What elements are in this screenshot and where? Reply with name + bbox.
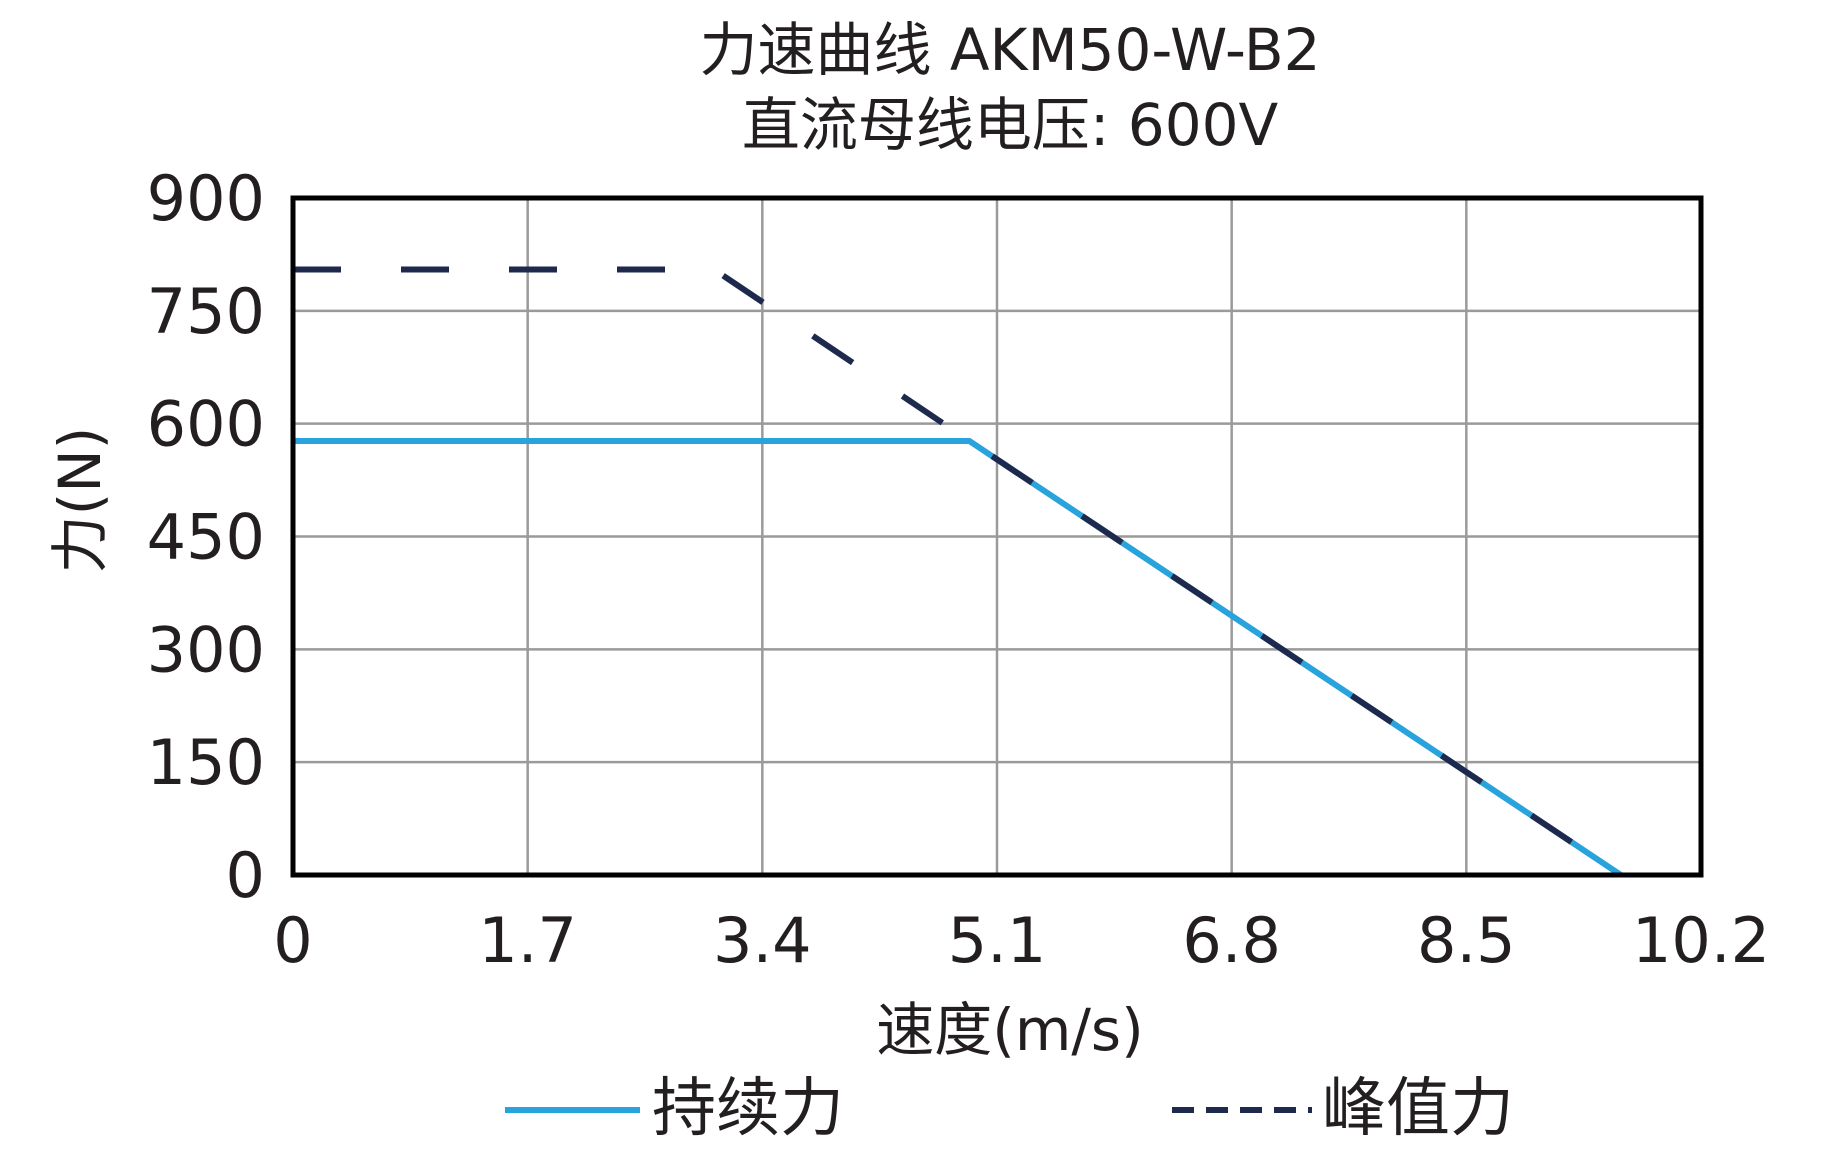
x-axis-label: 速度(m/s) <box>876 996 1144 1064</box>
y-tick-label: 450 <box>147 501 265 574</box>
y-tick-label: 0 <box>226 839 265 912</box>
x-tick-label: 0 <box>273 904 312 977</box>
grid-lines <box>291 196 1703 877</box>
x-tick-label: 6.8 <box>1182 904 1281 977</box>
series-layer <box>293 266 1623 878</box>
chart-title: 力速曲线 AKM50-W-B2 <box>699 16 1320 84</box>
legend-label-continuous: 持续力 <box>652 1072 844 1146</box>
x-tick-label: 10.2 <box>1632 904 1770 977</box>
x-tick-labels: 0 1.7 3.4 5.1 6.8 8.5 10.2 <box>273 904 1770 977</box>
y-axis-label: 力(N) <box>46 427 114 574</box>
x-tick-label: 3.4 <box>713 904 812 977</box>
x-tick-label: 8.5 <box>1417 904 1516 977</box>
y-tick-label: 300 <box>147 613 265 686</box>
y-tick-labels: 0 150 300 450 600 750 900 <box>147 162 265 912</box>
x-tick-label: 1.7 <box>478 904 577 977</box>
plot-frame <box>290 195 1704 878</box>
series-line-continuous <box>293 438 1623 878</box>
y-tick-label: 900 <box>147 162 265 235</box>
x-tick-label: 5.1 <box>948 904 1047 977</box>
y-tick-label: 600 <box>147 388 265 461</box>
chart-subtitle: 直流母线电压: 600V <box>742 91 1279 159</box>
y-tick-label: 150 <box>147 726 265 799</box>
legend-label-peak: 峰值力 <box>1322 1072 1514 1146</box>
y-tick-label: 750 <box>147 275 265 348</box>
legend: 持续力 峰值力 <box>505 1072 1514 1146</box>
series-line-peak <box>293 266 1623 878</box>
